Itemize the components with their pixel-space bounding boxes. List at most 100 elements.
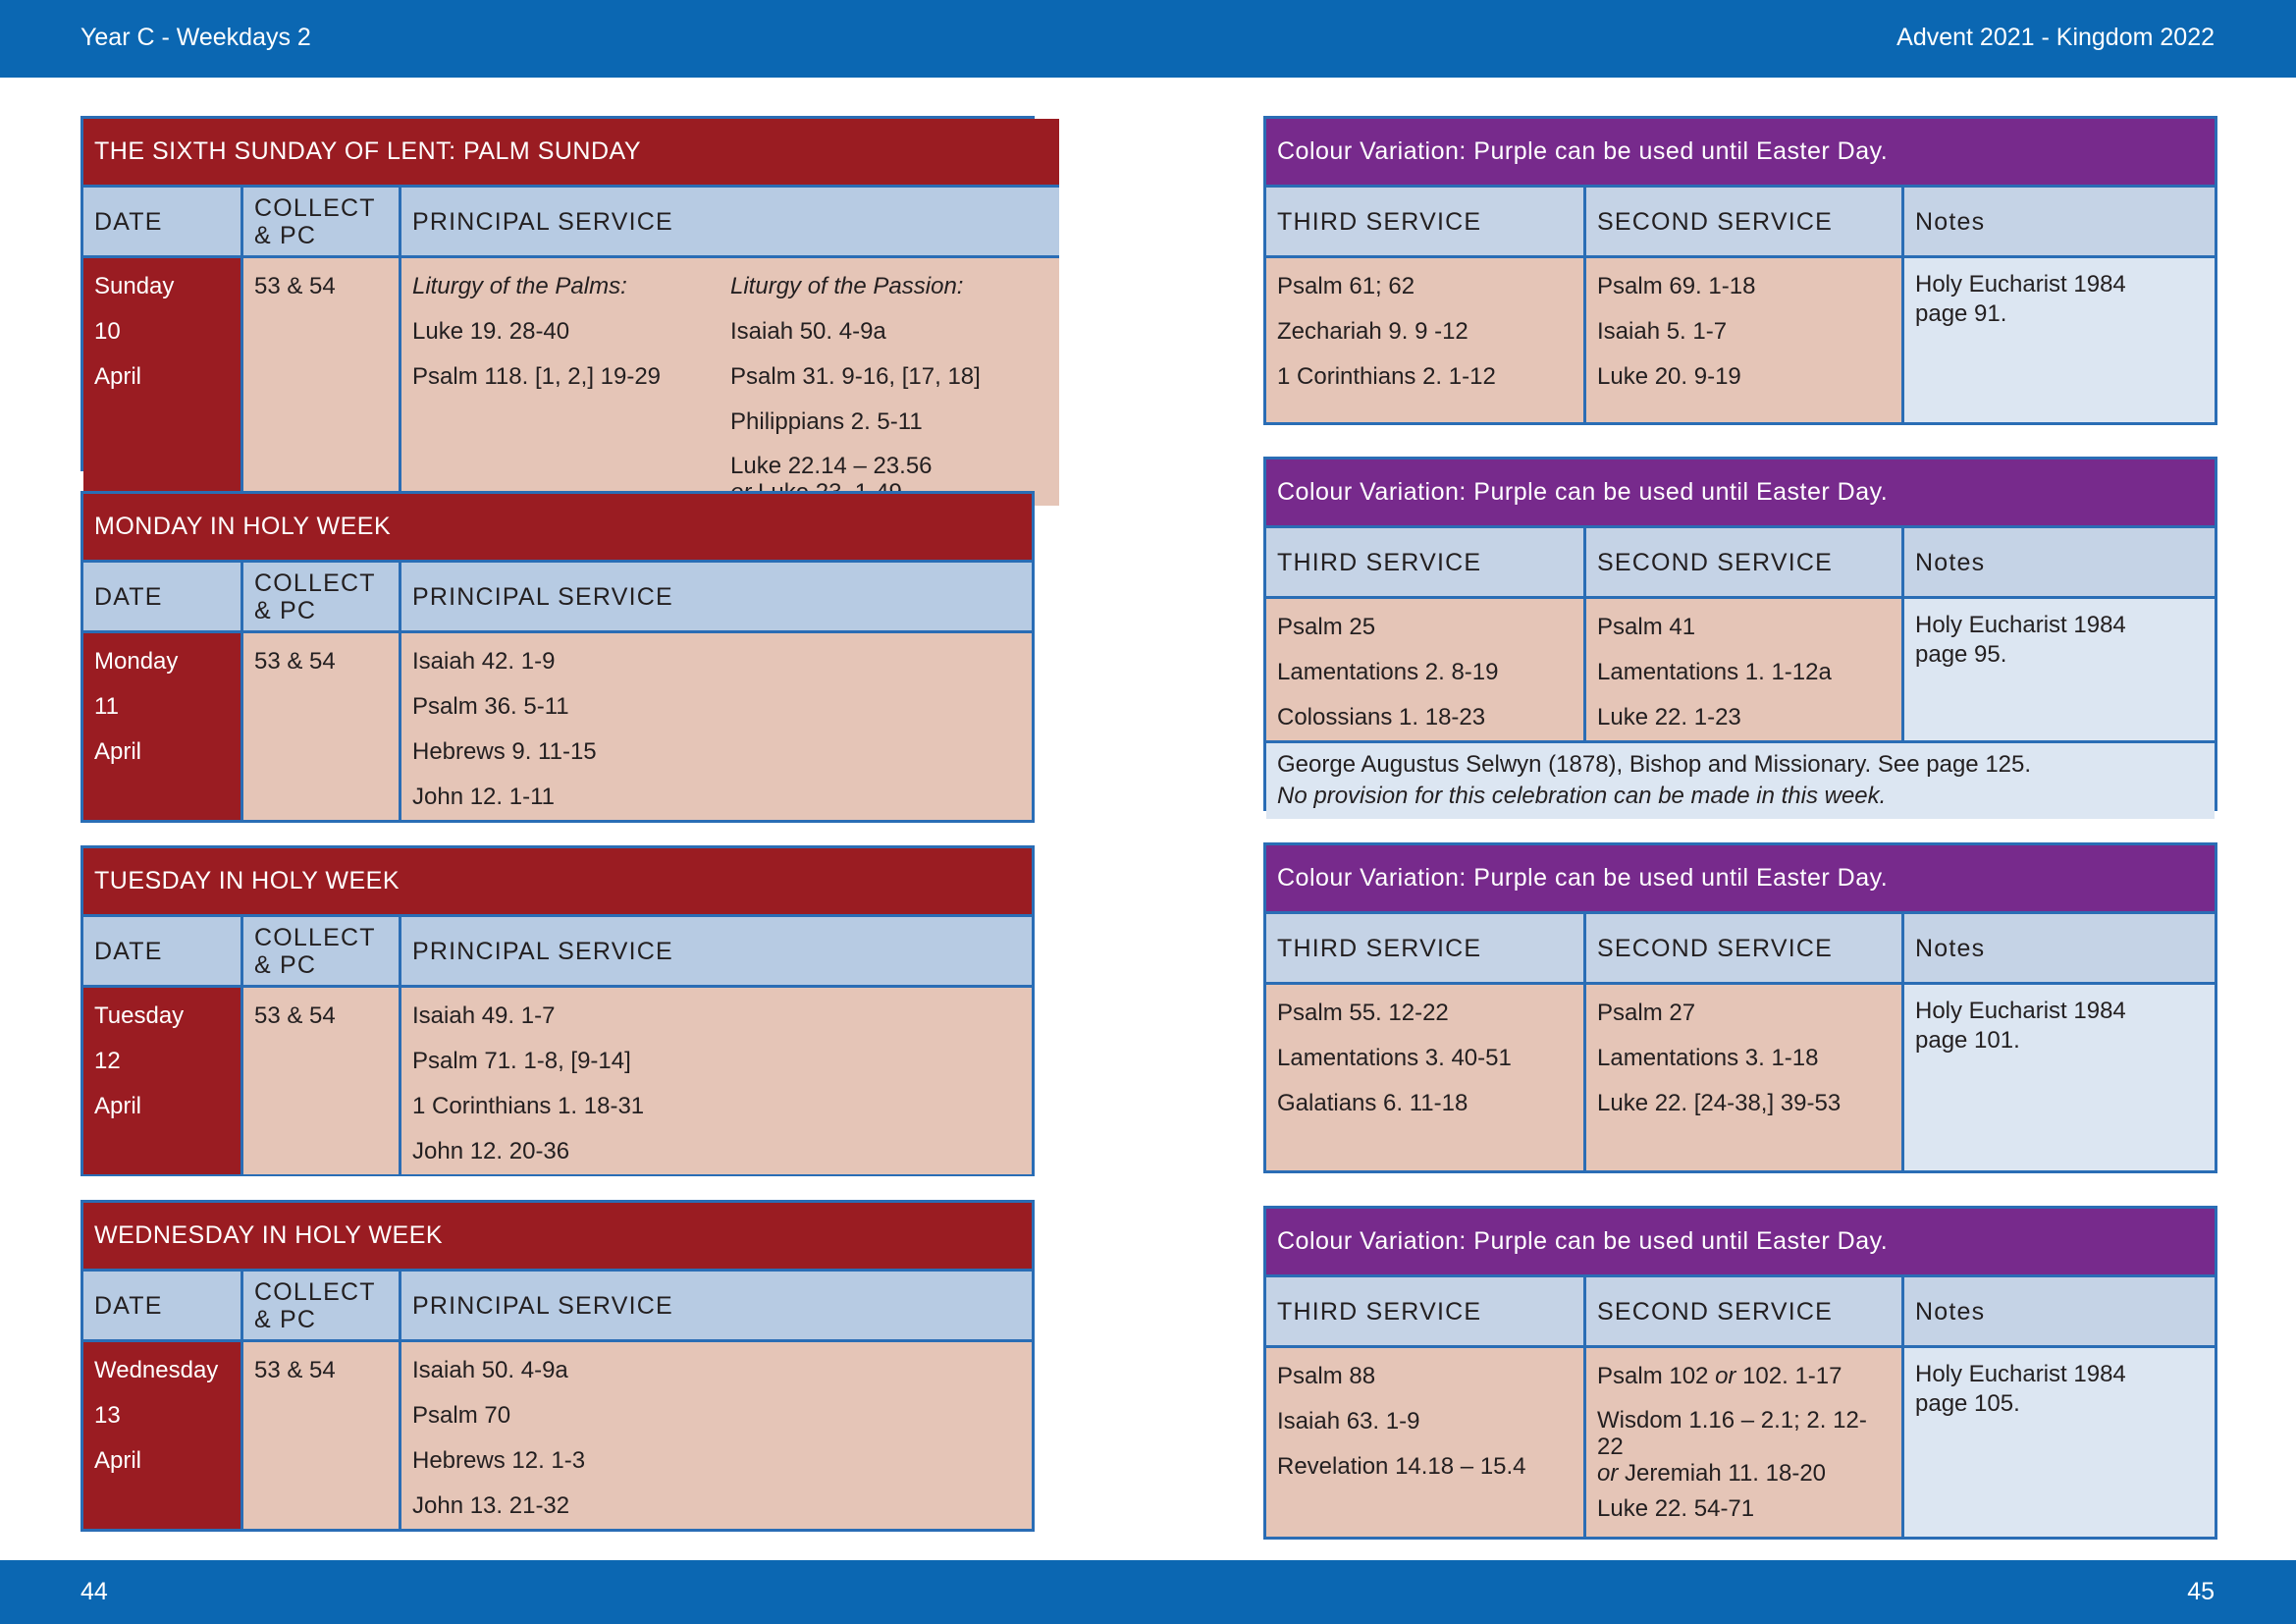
reading-line: Psalm 70 [412, 1402, 511, 1429]
service-table: Colour Variation: Purple can be used unt… [1263, 842, 2217, 1173]
reading-line: Psalm 31. 9-16, [17, 18] [730, 363, 981, 390]
italic-text: or [1715, 1363, 1736, 1389]
third-service-cell: Psalm 25 Lamentations 2. 8-19 Colossians 1… [1266, 599, 1583, 740]
column-header-date: DATE [83, 563, 240, 633]
book-title: Year C - Weekdays 2 [80, 24, 311, 51]
date-line: April [94, 1093, 142, 1119]
notes-cell: Holy Eucharist 1984 page 95. [1901, 599, 2215, 740]
reading-group: Wisdom 1.16 – 2.1; 2. 12-22 or Jeremiah 1… [1597, 1407, 1891, 1487]
column-header-collect: COLLECT & PC [240, 1272, 399, 1342]
column-header-date: DATE [83, 917, 240, 988]
italic-text: Liturgy of the Passion: [730, 273, 964, 299]
notes-line: Holy Eucharist 1984 [1915, 1361, 2126, 1387]
date-line: 11 [94, 693, 119, 720]
page-number-right: 45 [2187, 1578, 2215, 1605]
reading-line: Psalm 88 [1277, 1363, 1376, 1389]
principal-service-cell: Isaiah 42. 1-9 Psalm 36. 5-11 Hebrews 9. 1… [399, 633, 1032, 820]
second-service-cell: Psalm 41 Lamentations 1. 1-12a Luke 22. 1-… [1583, 599, 1901, 740]
second-service-cell: Psalm 102 or 102. 1-17 Wisdom 1.16 – 2.1;… [1583, 1348, 1901, 1537]
colour-variation-title: Colour Variation: Purple can be used unt… [1266, 119, 2215, 188]
notes-line: Holy Eucharist 1984 [1915, 612, 2126, 638]
reading-line: 1 Corinthians 1. 18-31 [412, 1093, 645, 1119]
liturgy-table: TUESDAY IN HOLY WEEK DATE COLLECT & PC PRIN… [80, 845, 1035, 1176]
reading-line: Galatians 6. 11-18 [1277, 1090, 1468, 1116]
reading-line: or Jeremiah 11. 18-20 [1597, 1460, 1891, 1487]
column-header-principal: PRINCIPAL SERVICE [399, 917, 1032, 988]
colour-variation-title: Colour Variation: Purple can be used unt… [1266, 460, 2215, 528]
column-header-third-service: THIRD SERVICE [1266, 914, 1583, 985]
column-header-collect: COLLECT & PC [240, 188, 399, 258]
reading-line: Isaiah 50. 4-9a [412, 1357, 568, 1383]
column-header-notes: Notes [1901, 188, 2215, 258]
page-footer: 44 45 [0, 1560, 2296, 1624]
column-header-collect: COLLECT & PC [240, 563, 399, 633]
column-header-third-service: THIRD SERVICE [1266, 188, 1583, 258]
notes-line: page 101. [1915, 1027, 2020, 1054]
reading-line: Liturgy of the Passion: [730, 264, 1048, 309]
column-header-notes: Notes [1901, 1277, 2215, 1348]
italic-text: Liturgy of the Palms: [412, 273, 627, 299]
date-cell: Monday 11 April [83, 633, 240, 820]
commemoration-note: George Augustus Selwyn (1878), Bishop an… [1266, 740, 2215, 819]
table-title: THE SIXTH SUNDAY OF LENT: PALM SUNDAY [83, 119, 1059, 188]
text-segment: Psalm 102 [1597, 1363, 1716, 1389]
date-line: April [94, 363, 142, 390]
text-segment: Jeremiah 11. 18-20 [1618, 1460, 1827, 1487]
notes-line: page 91. [1915, 300, 2007, 327]
column-header-principal: PRINCIPAL SERVICE [399, 188, 1059, 258]
notes-line: page 95. [1915, 641, 2007, 668]
notes-cell: Holy Eucharist 1984 page 105. [1901, 1348, 2215, 1537]
text-segment: 102. 1-17 [1735, 1363, 1842, 1389]
date-line: 10 [94, 318, 121, 345]
reading-line: John 12. 20-36 [412, 1138, 570, 1164]
date-line: Sunday [94, 273, 175, 299]
reading-line: Psalm 71. 1-8, [9-14] [412, 1048, 631, 1074]
date-cell: Tuesday 12 April [83, 988, 240, 1174]
reading-line: Philippians 2. 5-11 [730, 408, 923, 435]
third-service-cell: Psalm 61; 62 Zechariah 9. 9 -12 1 Corinthi… [1266, 258, 1583, 422]
reading-line: Liturgy of the Palms: [412, 264, 730, 309]
date-line: Monday [94, 648, 179, 675]
reading-line: Psalm 27 [1597, 1000, 1696, 1026]
notes-line: Holy Eucharist 1984 [1915, 271, 2126, 298]
column-header-third-service: THIRD SERVICE [1266, 1277, 1583, 1348]
reading-line: Lamentations 1. 1-12a [1597, 659, 1832, 685]
service-table: Colour Variation: Purple can be used unt… [1263, 457, 2217, 819]
third-service-cell: Psalm 55. 12-22 Lamentations 3. 40-51 Gala… [1266, 985, 1583, 1170]
reading-line: Lamentations 3. 40-51 [1277, 1045, 1512, 1071]
reading-line: Psalm 102 or 102. 1-17 [1597, 1354, 1891, 1399]
reading-line: Psalm 36. 5-11 [412, 693, 569, 720]
date-cell: Sunday 10 April [83, 258, 240, 506]
reading-line: Psalm 61; 62 [1277, 273, 1415, 299]
readings-column: Liturgy of the Passion: Isaiah 50. 4-9a Ps… [730, 264, 1048, 506]
reading-line: Hebrews 12. 1-3 [412, 1447, 586, 1474]
collect-cell: 53 & 54 [240, 988, 399, 1174]
collect-cell: 53 & 54 [240, 633, 399, 820]
table-title: TUESDAY IN HOLY WEEK [83, 848, 1032, 917]
date-line: April [94, 1447, 142, 1474]
principal-service-cell: Liturgy of the Palms: Luke 19. 28-40 Psalm… [399, 258, 1059, 506]
table-title: WEDNESDAY IN HOLY WEEK [83, 1203, 1032, 1272]
readings-column: Isaiah 42. 1-9 Psalm 36. 5-11 Hebrews 9. 1… [412, 639, 730, 820]
readings-column: Liturgy of the Palms: Luke 19. 28-40 Psalm… [412, 264, 730, 506]
column-header-notes: Notes [1901, 528, 2215, 599]
page-number-left: 44 [80, 1578, 108, 1605]
reading-line: Psalm 55. 12-22 [1277, 1000, 1449, 1026]
commemoration-text: George Augustus Selwyn (1878), Bishop an… [1277, 751, 2032, 778]
third-service-cell: Psalm 88 Isaiah 63. 1-9 Revelation 14.18 –… [1266, 1348, 1583, 1537]
date-line: April [94, 738, 142, 765]
date-cell: Wednesday 13 April [83, 1342, 240, 1529]
reading-line: Isaiah 50. 4-9a [730, 318, 886, 345]
page-header: Year C - Weekdays 2 Advent 2021 - Kingdo… [0, 0, 2296, 78]
service-table: Colour Variation: Purple can be used unt… [1263, 116, 2217, 425]
reading-line: Hebrews 9. 11-15 [412, 738, 597, 765]
second-service-cell: Psalm 27 Lamentations 3. 1-18 Luke 22. [24… [1583, 985, 1901, 1170]
reading-line: Psalm 118. [1, 2,] 19-29 [412, 363, 662, 390]
column-header-third-service: THIRD SERVICE [1266, 528, 1583, 599]
notes-cell: Holy Eucharist 1984 page 101. [1901, 985, 2215, 1170]
italic-text: or [1597, 1460, 1619, 1487]
column-header-date: DATE [83, 188, 240, 258]
colour-variation-title: Colour Variation: Purple can be used unt… [1266, 1209, 2215, 1277]
column-header-principal: PRINCIPAL SERVICE [399, 563, 1032, 633]
reading-line: Isaiah 5. 1-7 [1597, 318, 1728, 345]
